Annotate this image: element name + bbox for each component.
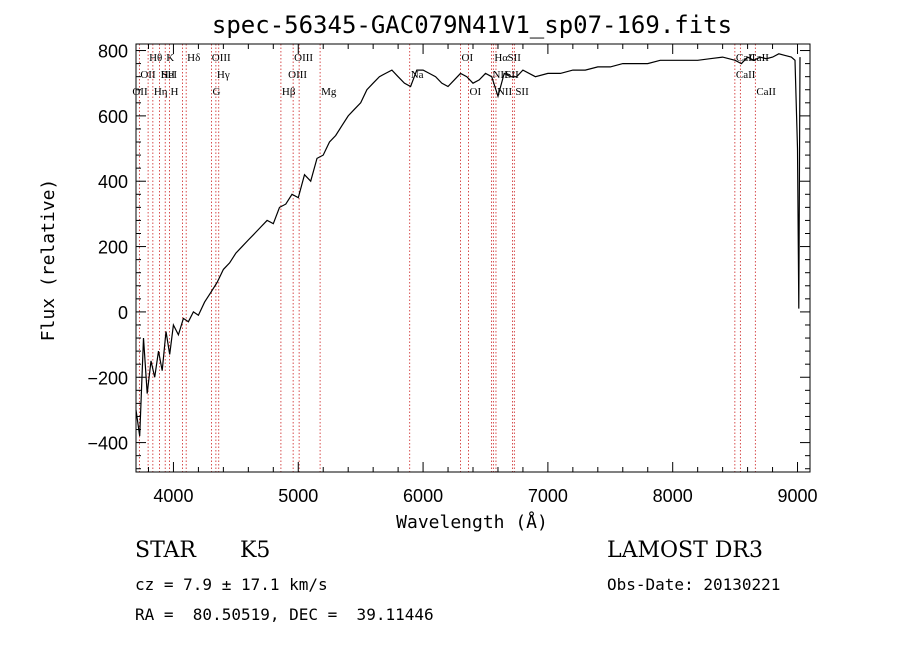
survey-label: LAMOST DR3 bbox=[607, 538, 763, 563]
x-tick-label: 4000 bbox=[153, 486, 193, 506]
line-label: SII bbox=[507, 52, 521, 64]
line-label: SII bbox=[505, 69, 519, 81]
line-label: Hγ bbox=[217, 69, 230, 81]
x-tick-label: 5000 bbox=[278, 486, 318, 506]
x-tick-label: 8000 bbox=[653, 486, 693, 506]
x-tick-label: 6000 bbox=[403, 486, 443, 506]
x-tick-label: 9000 bbox=[777, 486, 817, 506]
line-label: OIII bbox=[212, 52, 231, 64]
y-axis-ticks: −400 −200 0 200 400 600 800 bbox=[87, 42, 810, 470]
x-axis-label: Wavelength (Å) bbox=[396, 511, 548, 533]
y-tick-label: −200 bbox=[87, 368, 128, 388]
line-label: G bbox=[213, 86, 221, 98]
line-label: NII bbox=[497, 86, 513, 98]
x-axis-ticks: 4000 5000 6000 7000 8000 9000 bbox=[147, 44, 818, 506]
line-label: NII bbox=[492, 69, 508, 81]
object-class: STAR bbox=[135, 538, 196, 563]
y-tick-label: 0 bbox=[118, 303, 128, 323]
y-tick-label: −400 bbox=[87, 434, 128, 454]
line-label: K bbox=[166, 52, 174, 64]
line-label: Hη bbox=[154, 86, 168, 98]
x-tick-label: 7000 bbox=[528, 486, 568, 506]
obs-date: Obs-Date: 20130221 bbox=[607, 575, 781, 594]
spectrum-line bbox=[135, 53, 801, 437]
line-label: SII bbox=[515, 86, 529, 98]
line-label: HeI bbox=[161, 69, 178, 81]
line-label: H bbox=[170, 86, 178, 98]
y-tick-label: 600 bbox=[98, 107, 128, 127]
line-label: Hδ bbox=[187, 52, 200, 64]
line-label: SII bbox=[161, 69, 175, 81]
coordinates: RA = 80.50519, DEC = 39.11446 bbox=[135, 605, 434, 624]
line-label: OI bbox=[462, 52, 474, 64]
line-label: CaII bbox=[756, 86, 776, 98]
redshift-cz: cz = 7.9 ± 17.1 km/s bbox=[135, 575, 328, 594]
line-label: OIII bbox=[294, 52, 313, 64]
line-label: Hθ bbox=[149, 52, 162, 64]
y-axis-label: Flux (relative) bbox=[38, 179, 59, 342]
line-label: CaII bbox=[736, 52, 756, 64]
line-label: OI bbox=[470, 86, 482, 98]
line-label: OIII bbox=[288, 69, 307, 81]
line-markers bbox=[138, 44, 756, 472]
line-label: Na bbox=[411, 69, 424, 81]
line-label: Hβ bbox=[282, 86, 296, 98]
line-label: OII bbox=[140, 69, 156, 81]
object-subclass: K5 bbox=[240, 538, 271, 563]
chart-title: spec-56345-GAC079N41V1_sp07-169.fits bbox=[212, 11, 732, 39]
plot-frame bbox=[135, 43, 811, 473]
y-tick-label: 800 bbox=[98, 42, 128, 62]
line-label: CaII bbox=[736, 69, 756, 81]
y-tick-label: 400 bbox=[98, 172, 128, 192]
y-tick-label: 200 bbox=[98, 238, 128, 258]
line-label: OII bbox=[132, 86, 148, 98]
line-label: Mg bbox=[321, 86, 337, 98]
line-label: Hα bbox=[494, 52, 508, 64]
